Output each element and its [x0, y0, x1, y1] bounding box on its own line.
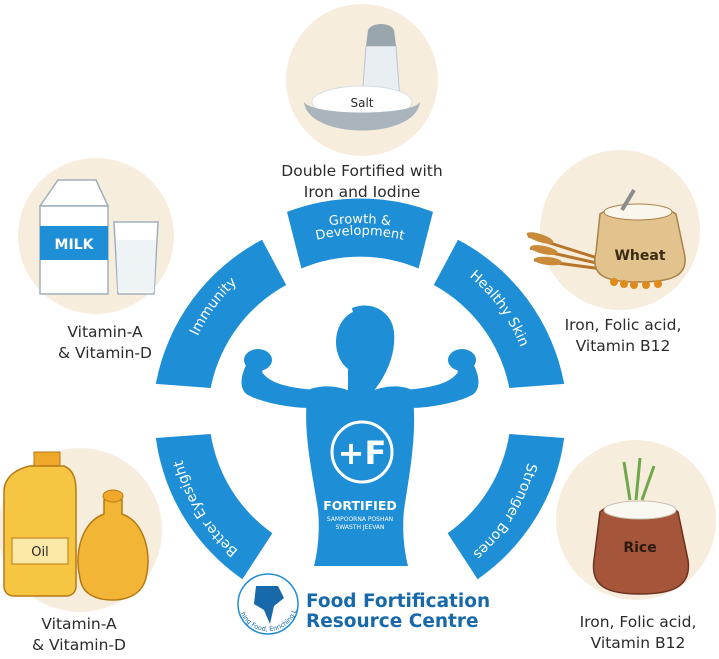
- ffrc-logo-ring: [237, 573, 299, 635]
- figure-right-fist: [448, 349, 476, 371]
- wheat-illustration: Wheat: [526, 150, 700, 310]
- rice-caption-line1: Iron, Folic acid,: [579, 613, 697, 631]
- salt-illustration: Salt: [286, 4, 438, 156]
- rice-stalks: [622, 457, 656, 501]
- rice-grains: [603, 500, 677, 520]
- ffrc-logo-title-line1: Food Fortification: [306, 591, 491, 612]
- salt-bowl: [304, 102, 420, 131]
- rice-label: Rice: [623, 540, 656, 556]
- oil-jar: [77, 499, 149, 601]
- milk-label: MILK: [55, 237, 95, 253]
- salt-label: Salt: [350, 96, 373, 110]
- figure-neck: [348, 366, 374, 394]
- arc-bones: [447, 434, 565, 580]
- arc-eyesight: [155, 434, 273, 580]
- rice-caption-line2: Vitamin B12: [590, 634, 686, 652]
- oil-caption-line1: Vitamin-A: [41, 615, 117, 633]
- arc-skin: [433, 239, 565, 388]
- wheat-label: Wheat: [614, 248, 665, 264]
- oil-caption: Vitamin-A & Vitamin-D: [14, 614, 144, 656]
- rice-illustration: Rice: [556, 440, 716, 600]
- oil-bottle: [3, 465, 77, 597]
- oil-caption-line2: & Vitamin-D: [32, 636, 126, 654]
- milk-illustration: MILK: [18, 158, 174, 314]
- wheat-caption: Iron, Folic acid, Vitamin B12: [548, 315, 698, 357]
- figure-torso: [306, 386, 415, 566]
- salt-shaker-cap: [366, 24, 396, 46]
- ffrc-logo-title: Food Fortification Resource Centre: [306, 592, 490, 632]
- salt-caption-line1: Double Fortified with: [281, 162, 443, 180]
- badge-ring: [330, 420, 394, 484]
- fortified-figure: [241, 305, 479, 566]
- milk-carton-band: [40, 226, 108, 260]
- india-map-icon: [254, 586, 284, 624]
- figure-head: [336, 310, 388, 374]
- milk-caption-line1: Vitamin-A: [67, 323, 143, 341]
- wheat-scoop: [620, 188, 636, 212]
- fortified-tagline-2: SWASTH JEEVAN: [335, 524, 384, 531]
- oil-bottle-cap: [33, 451, 61, 467]
- rice-caption: Iron, Folic acid, Vitamin B12: [563, 612, 713, 654]
- wheat-ears: [526, 232, 562, 266]
- ffrc-logo-title-line2: Resource Centre: [306, 611, 479, 632]
- figure-left-fist: [244, 349, 272, 371]
- fortified-word: FORTIFIED: [323, 498, 397, 513]
- milk-caption: Vitamin-A & Vitamin-D: [40, 322, 170, 364]
- badge-mark: +F: [338, 434, 387, 472]
- wheat-caption-line2: Vitamin B12: [575, 337, 671, 355]
- benefit-arcs: [155, 198, 565, 580]
- milk-caption-line2: & Vitamin-D: [58, 344, 152, 362]
- milk-glass-fill: [116, 240, 156, 292]
- salt-caption: Double Fortified with Iron and Iodine: [262, 161, 462, 203]
- salt-caption-line2: Iron and Iodine: [303, 183, 421, 201]
- arc-immunity: [155, 239, 287, 388]
- oil-label: Oil: [31, 545, 48, 560]
- wheat-caption-line1: Iron, Folic acid,: [564, 316, 682, 334]
- wheat-grains: [610, 278, 662, 289]
- oil-illustration: Oil: [0, 448, 162, 612]
- oil-jar-stopper: [102, 489, 124, 503]
- fortified-badge: +F: [330, 420, 394, 484]
- salt-backdrop: [286, 4, 438, 156]
- growth-label-line2: Development: [314, 224, 406, 244]
- arc-growth: [287, 198, 433, 269]
- fortified-tagline-1: SAMPOORNA POSHAN: [327, 516, 393, 523]
- wheat-flour: [603, 203, 673, 221]
- oil-bottle-label: [11, 537, 69, 565]
